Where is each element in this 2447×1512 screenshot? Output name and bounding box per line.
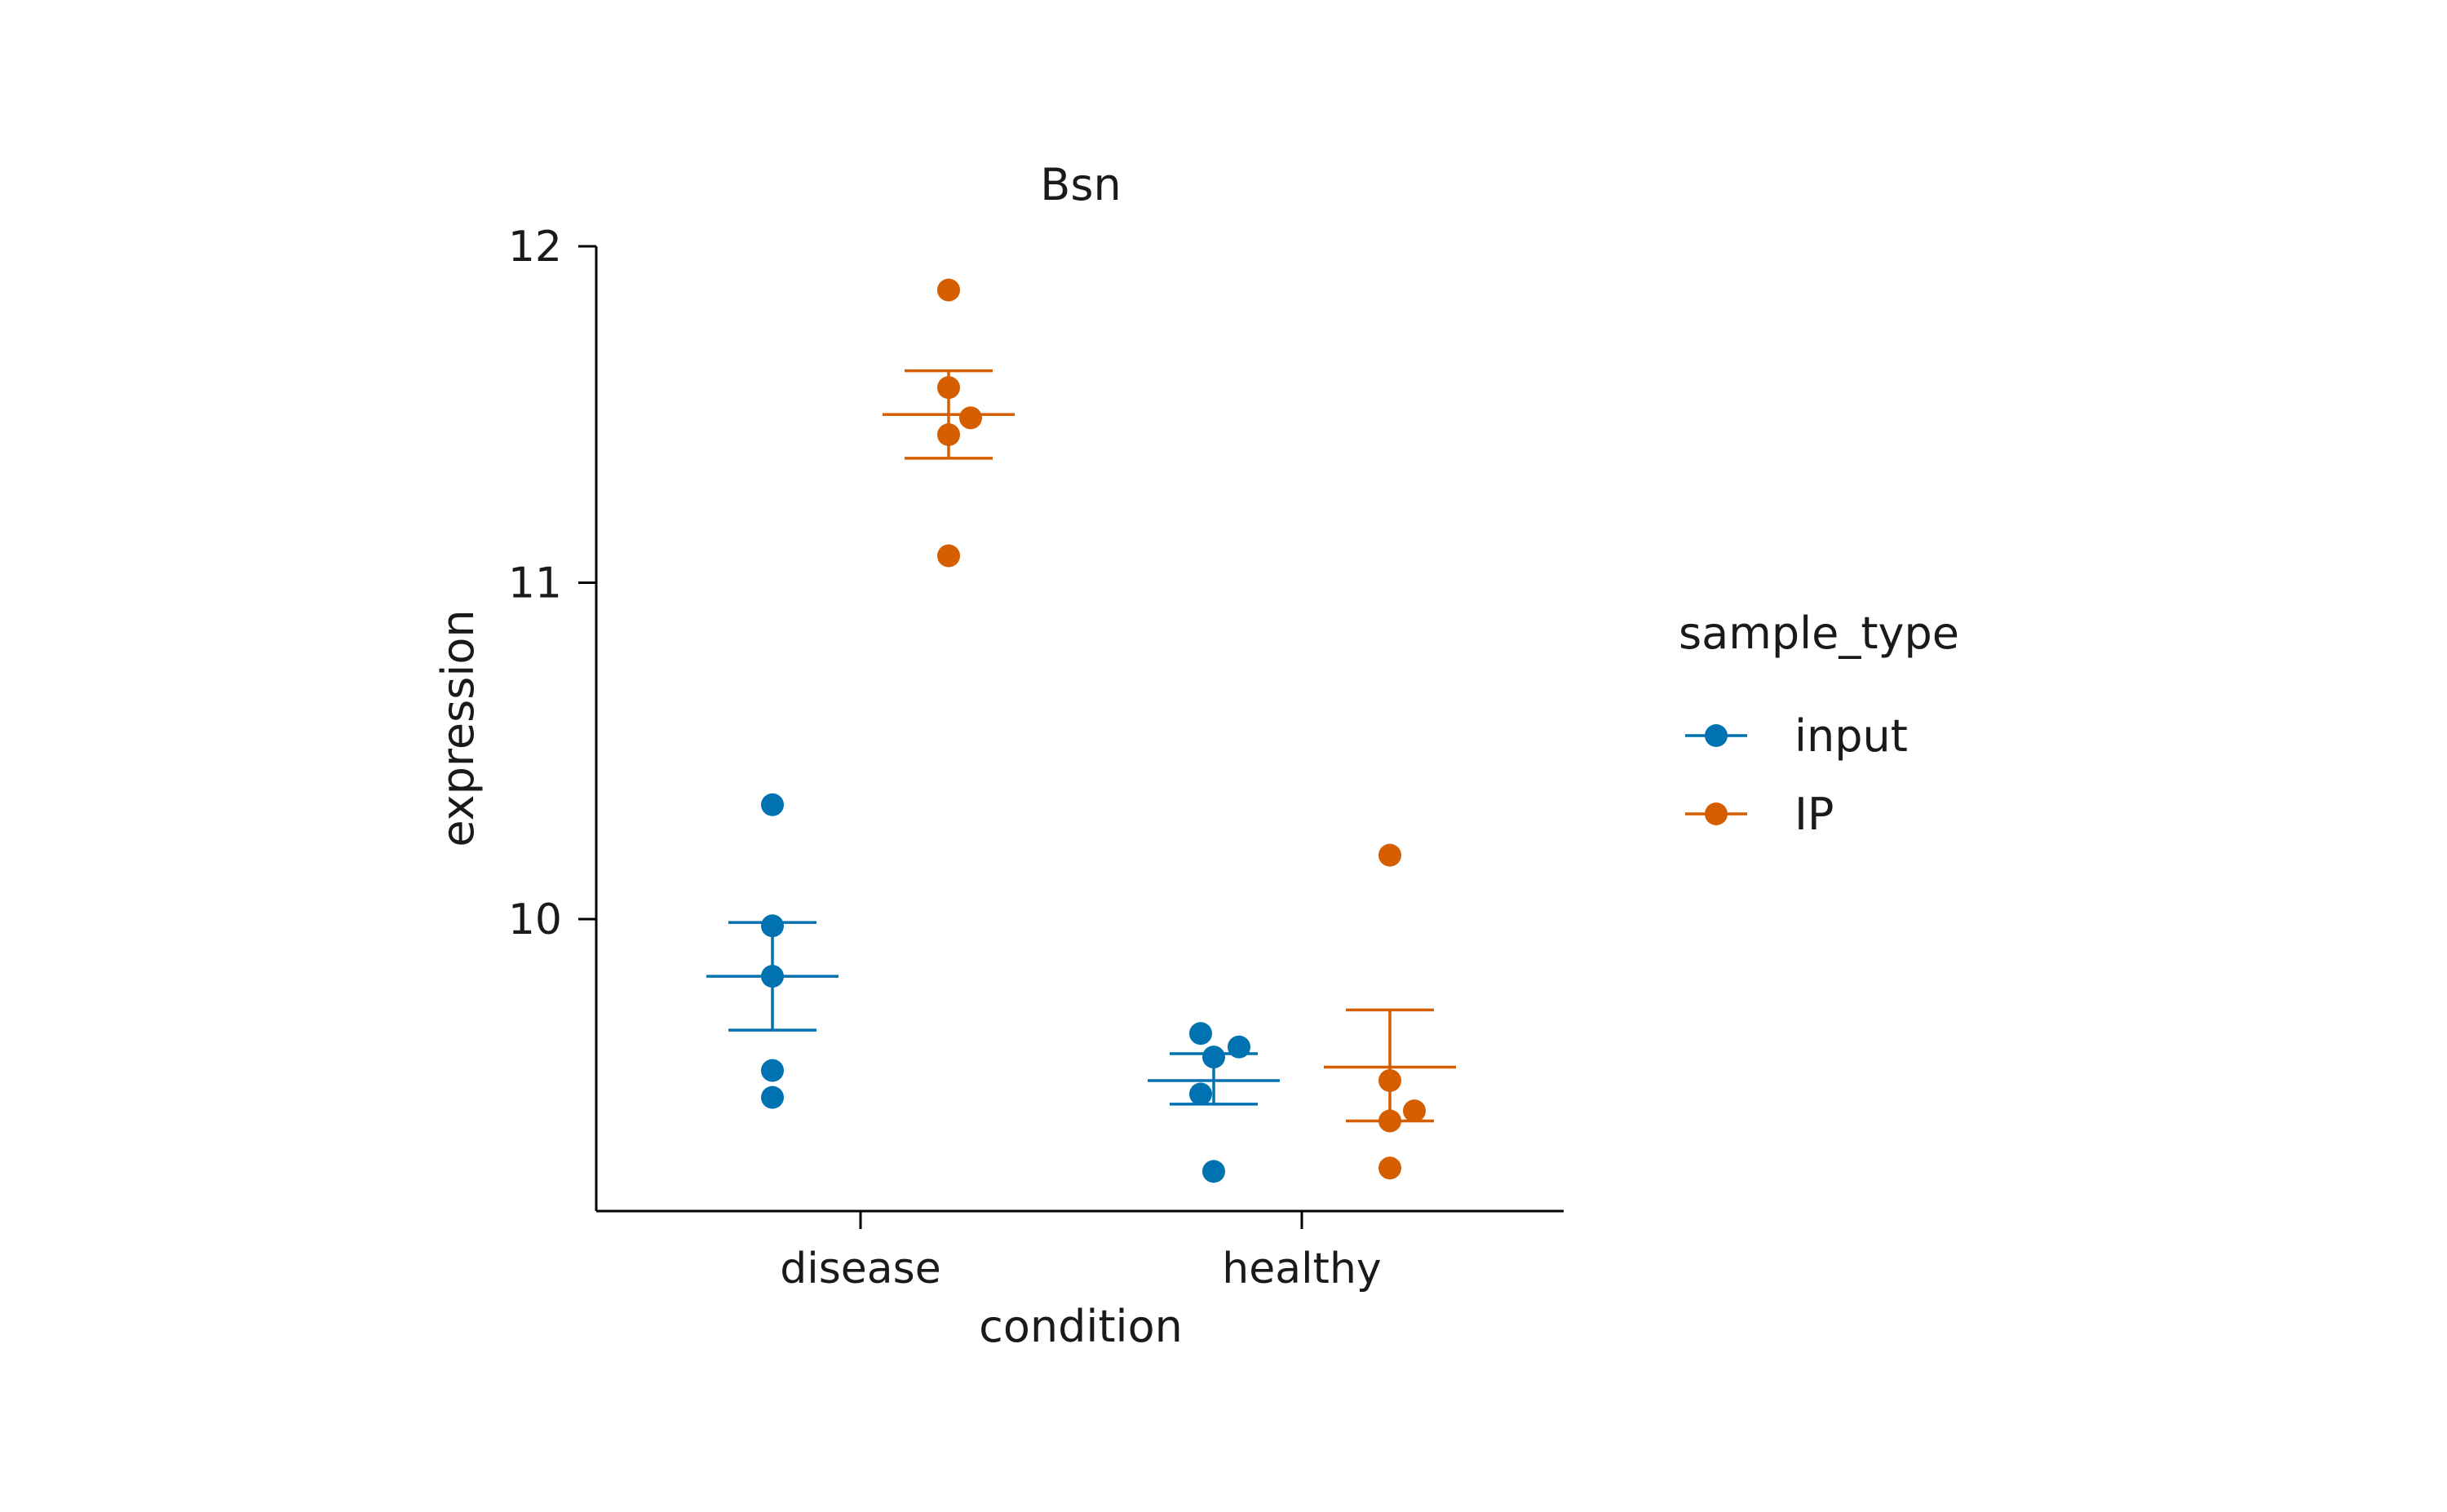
y-axis-title: expression	[432, 609, 484, 847]
legend-key-point	[1705, 802, 1728, 825]
legend-item-input: input	[1685, 710, 1908, 762]
group-disease	[706, 793, 839, 1109]
data-point	[1378, 843, 1401, 867]
y-ticks: 10 11 12	[508, 223, 596, 944]
legend: sample_type input IP	[1679, 608, 1959, 840]
chart-title: Bsn	[1040, 159, 1121, 210]
legend-key-point	[1705, 724, 1728, 747]
data-point	[761, 914, 784, 938]
data-marks	[706, 278, 1456, 1183]
legend-label: IP	[1794, 789, 1834, 840]
data-point	[1228, 1035, 1250, 1059]
series-IP	[883, 278, 1456, 1180]
data-point	[937, 423, 960, 446]
data-point	[761, 965, 784, 988]
y-tick-label: 12	[508, 223, 562, 272]
data-point	[1202, 1160, 1225, 1183]
data-point	[959, 406, 982, 430]
x-axis-title: condition	[979, 1301, 1183, 1352]
plot-axes	[595, 246, 1564, 1213]
data-point	[761, 1059, 784, 1082]
legend-title: sample_type	[1679, 608, 1959, 659]
data-point	[1189, 1022, 1212, 1046]
data-point	[1202, 1046, 1225, 1069]
y-tick-label: 10	[508, 895, 562, 944]
legend-label: input	[1794, 710, 1908, 762]
x-tick-label: healthy	[1222, 1245, 1381, 1293]
data-point	[1189, 1082, 1212, 1106]
x-ticks: disease healthy	[780, 1211, 1382, 1293]
legend-item-IP: IP	[1685, 789, 1834, 840]
y-tick-label: 11	[508, 559, 562, 608]
group-healthy	[1148, 1022, 1280, 1183]
data-point	[937, 544, 960, 568]
data-point	[937, 376, 960, 400]
data-point	[1378, 1109, 1401, 1133]
data-point	[937, 278, 960, 302]
data-point	[1378, 1156, 1401, 1180]
group-healthy	[1324, 843, 1456, 1180]
x-tick-label: disease	[780, 1245, 941, 1293]
data-point	[1378, 1069, 1401, 1092]
data-point	[1403, 1099, 1426, 1123]
data-point	[761, 793, 784, 816]
group-disease	[883, 278, 1015, 568]
data-point	[761, 1085, 784, 1109]
legend-items: input IP	[1685, 710, 1908, 840]
series-input	[706, 793, 1280, 1183]
